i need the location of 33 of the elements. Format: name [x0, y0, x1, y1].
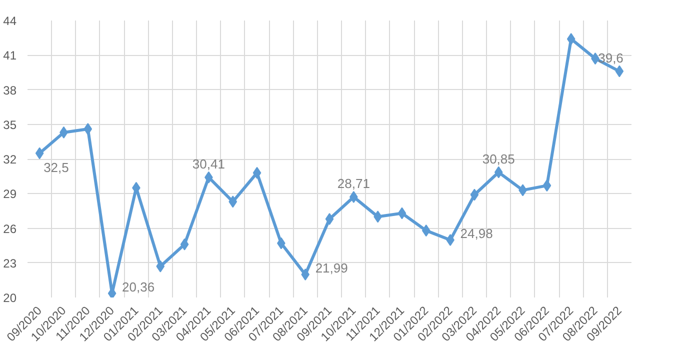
point	[566, 32, 576, 45]
y-tick-label: 44	[3, 14, 17, 28]
point	[325, 213, 334, 226]
y-tick-label: 38	[3, 83, 17, 98]
point	[615, 65, 624, 78]
y-tick-label: 41	[3, 48, 17, 63]
point	[470, 188, 479, 201]
point	[301, 268, 310, 281]
y-tick-label: 20	[3, 291, 17, 305]
point	[422, 224, 430, 237]
data-label: 24,98	[460, 226, 493, 242]
y-tick-label: 29	[3, 187, 17, 202]
data-label: 39,6	[598, 50, 624, 66]
y-tick-label: 26	[3, 222, 17, 236]
data-label: 20,36	[122, 279, 155, 294]
point	[84, 122, 92, 135]
y-tick-label: 32	[3, 152, 17, 166]
point	[180, 238, 189, 250]
point	[349, 190, 358, 203]
data-label: 21,99	[315, 260, 348, 276]
data-label: 30,41	[192, 156, 225, 172]
data-label: 32,5	[44, 160, 69, 176]
point	[494, 166, 503, 178]
y-tick-label: 35	[3, 118, 17, 132]
point	[542, 180, 552, 192]
data-label: 28,71	[337, 176, 370, 191]
point	[228, 196, 238, 208]
point	[252, 166, 262, 179]
y-tick-label: 23	[3, 256, 17, 270]
point	[156, 260, 165, 272]
point	[35, 147, 44, 160]
data-label: 30,85	[482, 151, 515, 166]
point	[398, 207, 406, 220]
